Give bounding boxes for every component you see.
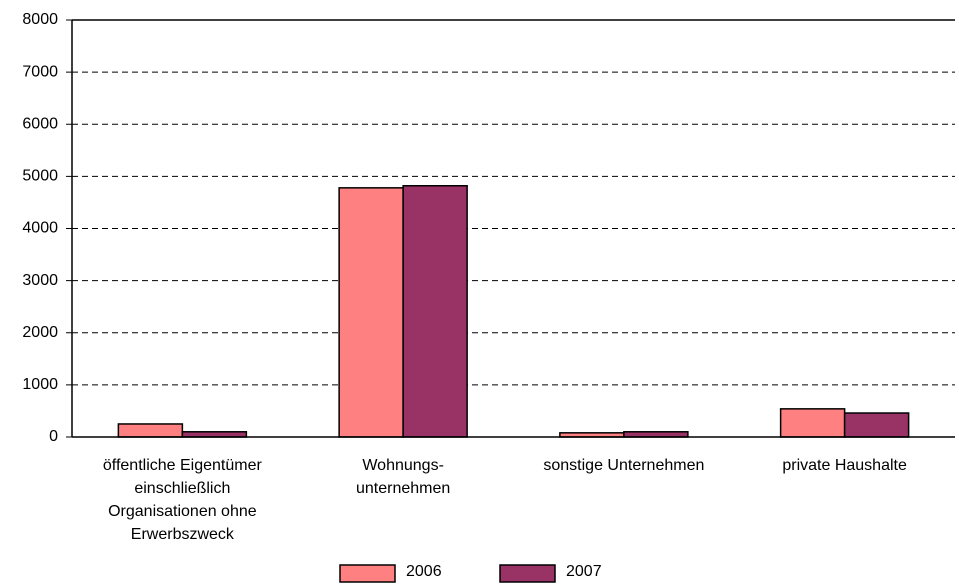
x-tick-label: öffentliche Eigentümer einschließlich Or… [102,457,262,543]
legend-swatch [499,564,556,583]
x-tick-label: Wohnungs- unternehmen [355,457,451,497]
legend-swatch [339,564,396,583]
bar [843,412,910,438]
y-tick-label: 7000 [22,63,58,80]
y-tick-label: 5000 [22,168,58,185]
bar [181,431,248,438]
bar [402,185,468,438]
y-tick-label: 2000 [22,324,58,341]
y-tick-label: 4000 [22,220,58,237]
bar [117,423,184,438]
x-tick-label: sonstige Unternehmen [543,457,705,474]
y-tick-label: 0 [49,428,58,445]
bar [338,187,404,438]
y-tick-label: 3000 [22,272,58,289]
y-tick-label: 8000 [22,11,58,28]
bar [623,431,689,438]
x-tick-label: private Haushalte [782,457,907,474]
legend-label: 2006 [406,563,442,580]
legend-label: 2007 [566,563,602,580]
y-tick-label: 1000 [22,376,58,393]
y-tick-label: 6000 [22,115,58,132]
bar [779,408,846,438]
